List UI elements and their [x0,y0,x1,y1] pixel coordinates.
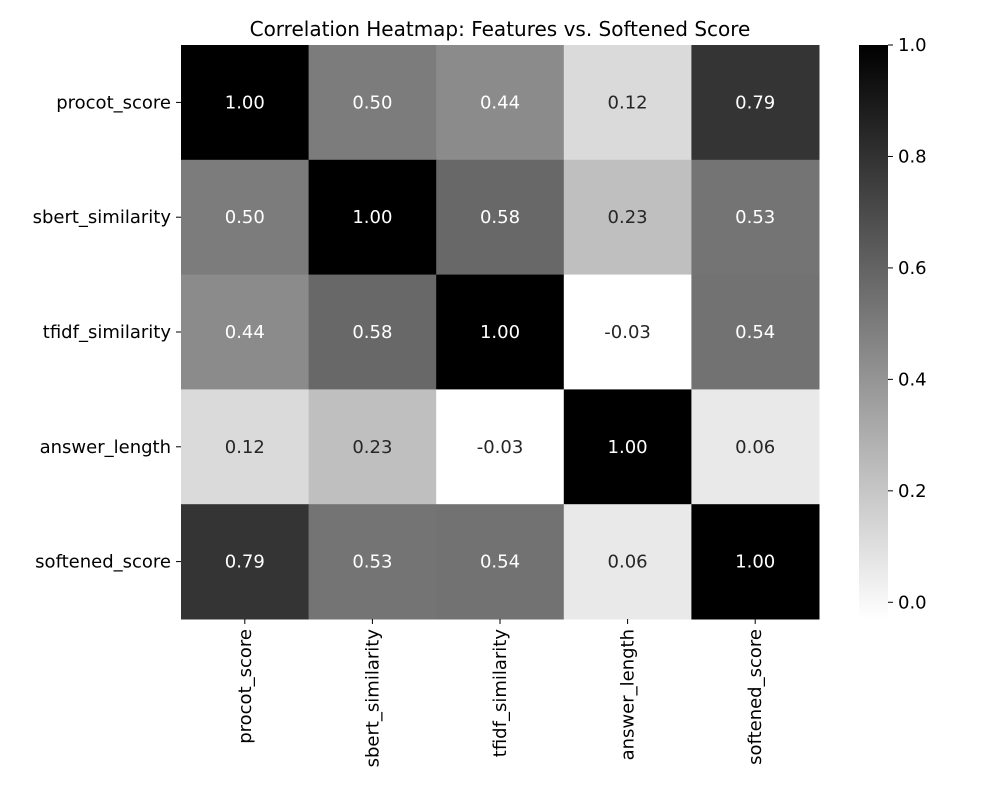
heatmap-cell-4-0 [181,504,310,620]
heatmap-cell-value-4-4: 1.00 [735,552,775,573]
heatmap-cell-value-4-3: 0.06 [608,552,648,573]
heatmap-cell-2-3 [563,274,692,390]
heatmap-cell-1-3 [563,159,692,276]
heatmap-cell-0-2 [436,45,565,161]
heatmap-cell-value-4-0: 0.79 [225,552,265,573]
heatmap-cell-0-0 [181,45,310,161]
heatmap-cell-2-4 [691,274,820,390]
heatmap-cell-2-1 [308,274,437,390]
heatmap-cell-4-3 [563,504,692,620]
heatmap-cell-value-3-4: 0.06 [735,437,775,458]
heatmap-cell-value-0-4: 0.79 [735,92,775,113]
heatmap-cell-value-0-1: 0.50 [352,92,392,113]
y-tick-label: tfidf_similarity [43,322,172,343]
y-tick-label: softened_score [35,552,171,573]
heatmap-cell-value-1-0: 0.50 [225,207,265,228]
colorbar-ticks: 0.0 0.2 0.4 0.6 0.8 1.0 [888,35,927,613]
colorbar-tick-label: 0.6 [898,258,927,279]
heatmap-cell-1-0 [181,159,310,276]
colorbar [859,45,888,619]
heatmap-cell-0-3 [563,45,692,161]
heatmap-cell-3-1 [308,389,437,505]
heatmap-cell-value-2-4: 0.54 [735,322,775,343]
x-tick-label: procot_score [235,629,256,744]
heatmap-cell-value-1-2: 0.58 [480,207,520,228]
y-tick-label: answer_length [40,437,171,458]
colorbar-tick-label: 0.8 [898,146,927,167]
x-tick-label: softened_score [745,629,766,765]
y-axis: procot_score sbert_similarity tfidf_simila… [33,92,181,573]
heatmap-cell-2-0 [181,274,310,390]
heatmap-cell-value-0-3: 0.12 [608,92,648,113]
heatmap-cell-1-4 [691,159,820,276]
heatmap-cell-value-0-0: 1.00 [225,92,265,113]
heatmap-cell-value-0-2: 0.44 [480,92,520,113]
heatmap-cell-0-1 [308,45,437,161]
heatmap-cell-3-2 [436,389,565,505]
heatmap-cell-value-3-0: 0.12 [225,437,265,458]
heatmap-cell-0-4 [691,45,820,161]
x-tick-label: tfidf_similarity [490,629,511,758]
heatmap-cell-4-4 [691,504,820,620]
heatmap-cell-3-0 [181,389,310,505]
heatmap-cells [181,45,820,620]
heatmap-cell-value-1-1: 1.00 [352,207,392,228]
heatmap-cell-1-2 [436,159,565,276]
y-tick-label: procot_score [56,92,171,113]
colorbar-tick-label: 0.0 [898,592,927,613]
heatmap-cell-value-4-2: 0.54 [480,552,520,573]
heatmap-cell-1-1 [308,159,437,276]
heatmap-cell-value-2-0: 0.44 [225,322,265,343]
colorbar-tick-label: 0.4 [898,369,927,390]
heatmap-cell-value-3-3: 1.00 [608,437,648,458]
colorbar-tick-label: 0.2 [898,481,927,502]
heatmap-cell-4-2 [436,504,565,620]
x-axis: procot_score sbert_similarity tfidf_simila… [235,619,766,767]
y-tick-label: sbert_similarity [33,207,172,228]
heatmap-cell-value-4-1: 0.53 [352,552,392,573]
heatmap-cell-3-4 [691,389,820,505]
heatmap-cell-value-3-1: 0.23 [352,437,392,458]
heatmap-cell-labels: 1.00 0.50 0.44 0.12 0.79 0.50 1.00 0.58 0.23 0.53… [225,92,775,572]
heatmap-cell-value-3-2: -0.03 [477,437,524,458]
heatmap-cell-value-1-4: 0.53 [735,207,775,228]
heatmap-cell-value-2-3: -0.03 [604,322,651,343]
colorbar-gradient [859,45,888,619]
colorbar-tick-label: 1.0 [898,35,927,56]
chart-title: Correlation Heatmap: Features vs. Soften… [250,17,751,41]
x-tick-label: answer_length [618,629,639,760]
heatmap-cell-value-2-2: 1.00 [480,322,520,343]
heatmap-cell-value-2-1: 0.58 [352,322,392,343]
heatmap-cell-2-2 [436,274,565,390]
heatmap-cell-4-1 [308,504,437,620]
x-tick-label: sbert_similarity [362,629,383,768]
heatmap-cell-value-1-3: 0.23 [608,207,648,228]
heatmap-cell-3-3 [563,389,692,505]
